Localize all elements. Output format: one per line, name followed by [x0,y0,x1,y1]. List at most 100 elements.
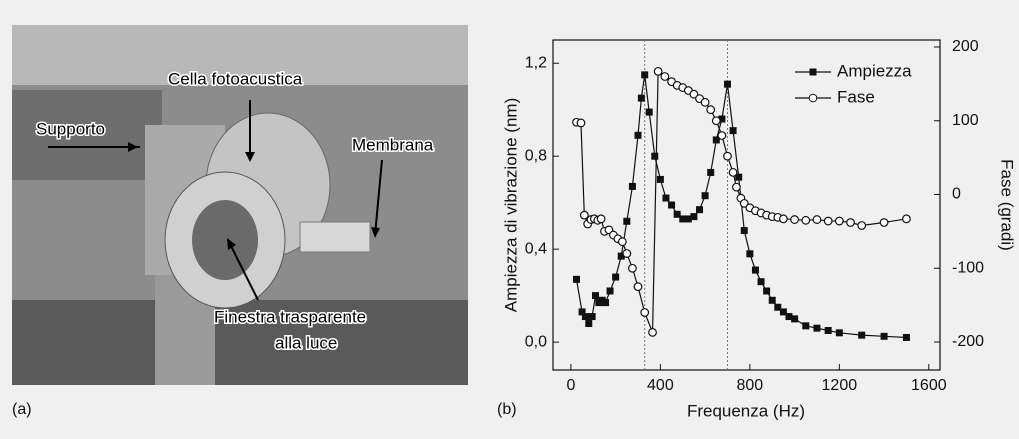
data-point [717,131,727,140]
data-point [645,108,653,116]
data-point [668,201,676,209]
data-point [581,313,589,321]
data-point [728,167,738,177]
arrow-head [128,142,138,152]
data-point [739,198,749,208]
data-point [596,214,606,224]
photo-label: Finestra trasparente [214,307,366,326]
x-tick-label: 1600 [911,377,947,394]
data-point [622,249,632,258]
data-point [791,315,799,323]
arrow-head [245,152,255,162]
y2-axis-label: Fase (gradi) [998,159,1017,251]
data-point [576,118,586,128]
photo: Supporto Cella fotoacustica Membrana Fin… [12,25,468,418]
arrow [227,239,259,301]
data-point [588,313,596,321]
data-point [628,263,637,273]
y2-tick-label: 100 [952,112,979,129]
data-point [706,105,716,115]
data-point [779,308,787,316]
data-point [660,72,670,81]
y2-tick-label: -100 [952,259,984,276]
data-point [779,214,788,224]
data-point [763,287,771,295]
y-tick-label: 0,4 [525,240,547,257]
data-point [690,213,698,221]
data-point [858,331,866,339]
data-point [790,215,799,224]
data-point [711,116,721,126]
data-point [640,308,650,317]
arrow [374,159,383,236]
y2-tick-label: -200 [952,333,984,350]
data-point [802,322,810,330]
data-point [801,215,811,225]
photo-tube [299,221,371,253]
data-point [712,136,720,144]
data-point [723,80,731,88]
legend-marker [809,68,817,76]
data-point [768,296,776,304]
data-point [834,216,844,226]
data-point [751,266,759,274]
data-point [612,273,620,281]
data-point [774,303,782,311]
arrow-head [371,227,380,238]
legend-label: Fase [837,87,875,106]
panel-label: (a) [12,401,32,418]
data-point [707,168,715,176]
data-point [656,175,664,183]
data-point [651,152,659,160]
data-point [637,94,645,102]
data-point [623,217,631,225]
x-tick-label: 400 [647,377,674,394]
data-point [679,215,687,223]
data-point [732,182,741,192]
data-point [617,252,625,260]
data-point [606,287,614,295]
data-point [684,215,692,223]
y2-tick-label: 200 [952,38,979,55]
data-point [718,115,726,123]
data-point [824,326,832,334]
data-point [592,292,600,300]
arrow-head [227,238,236,250]
data-point [602,299,610,307]
data-point [634,131,642,139]
data-point [735,173,743,181]
photo-label: Membrana [352,135,434,154]
data-point [857,221,867,230]
data-point [729,127,737,135]
y-tick-label: 1,2 [525,54,547,71]
photo-label: Supporto [36,119,105,138]
photo-label: Cella fotoacustica [168,69,303,88]
data-point [746,250,754,258]
data-point [641,71,649,79]
data-point [701,192,709,200]
photo-table [12,300,468,385]
photo-wall [12,25,468,85]
panel-label: (b) [497,401,517,418]
legend-label: Ampiezza [837,61,912,80]
data-point [578,308,586,316]
data-point [673,210,681,218]
data-point [628,182,636,190]
data-point [700,97,710,107]
data-point [813,324,821,332]
data-point [579,210,589,220]
data-point [648,327,657,337]
chart: (b) Frequenza (Hz) Ampiezza di vibrazion… [497,38,1017,420]
x-tick-label: 0 [566,377,575,394]
y-tick-label: 0,8 [525,147,547,164]
data-point [757,278,765,286]
y-axis-label: Ampiezza di vibrazione (nm) [501,98,520,312]
photo-support [12,90,162,180]
data-point [740,227,748,235]
data-point [723,151,732,161]
data-point [696,206,704,214]
data-point [572,275,580,283]
data-point [812,215,822,224]
x-tick-label: 1200 [822,377,858,394]
